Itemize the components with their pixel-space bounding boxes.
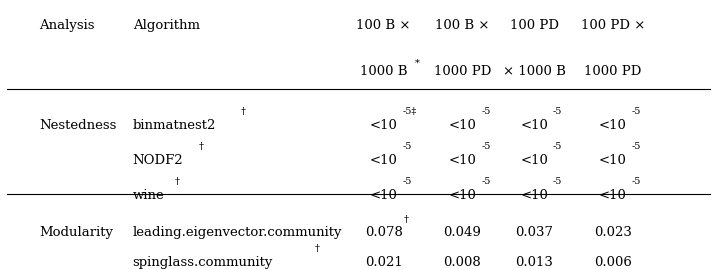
Text: -5: -5 <box>481 142 490 151</box>
Text: <10: <10 <box>521 119 548 132</box>
Text: 0.023: 0.023 <box>594 226 632 239</box>
Text: binmatnest2: binmatnest2 <box>133 119 216 132</box>
Text: †: † <box>241 107 246 116</box>
Text: <10: <10 <box>370 119 397 132</box>
Text: 0.006: 0.006 <box>594 256 632 269</box>
Text: × 1000 B: × 1000 B <box>503 65 566 77</box>
Text: †: † <box>404 215 409 224</box>
Text: <10: <10 <box>449 119 476 132</box>
Text: <10: <10 <box>370 189 397 201</box>
Text: <10: <10 <box>599 189 627 201</box>
Text: Nestedness: Nestedness <box>39 119 117 132</box>
Text: -5: -5 <box>402 142 412 151</box>
Text: -5: -5 <box>481 177 490 186</box>
Text: -5: -5 <box>402 177 412 186</box>
Text: -5: -5 <box>632 107 641 116</box>
Text: Modularity: Modularity <box>39 226 113 239</box>
Text: †: † <box>174 177 179 186</box>
Text: 0.013: 0.013 <box>516 256 553 269</box>
Text: 1000 PD: 1000 PD <box>584 65 642 77</box>
Text: wine: wine <box>133 189 164 201</box>
Text: <10: <10 <box>449 189 476 201</box>
Text: 0.008: 0.008 <box>444 256 481 269</box>
Text: -5: -5 <box>632 177 641 186</box>
Text: -5: -5 <box>481 107 490 116</box>
Text: -5: -5 <box>553 142 562 151</box>
Text: NODF2: NODF2 <box>133 154 184 167</box>
Text: 100 B ×: 100 B × <box>435 19 490 32</box>
Text: 0.049: 0.049 <box>444 226 481 239</box>
Text: spinglass.community: spinglass.community <box>133 256 273 269</box>
Text: 0.021: 0.021 <box>365 256 402 269</box>
Text: 0.078: 0.078 <box>365 226 402 239</box>
Text: 1000 PD: 1000 PD <box>434 65 491 77</box>
Text: 100 B ×: 100 B × <box>356 19 411 32</box>
Text: Algorithm: Algorithm <box>133 19 199 32</box>
Text: 0.037: 0.037 <box>516 226 553 239</box>
Text: 100 PD: 100 PD <box>510 19 559 32</box>
Text: -5: -5 <box>632 142 641 151</box>
Text: 1000 B: 1000 B <box>360 65 407 77</box>
Text: <10: <10 <box>521 189 548 201</box>
Text: *: * <box>415 59 420 68</box>
Text: 100 PD ×: 100 PD × <box>581 19 645 32</box>
Text: <10: <10 <box>449 154 476 167</box>
Text: Analysis: Analysis <box>39 19 95 32</box>
Text: -5: -5 <box>553 177 562 186</box>
Text: <10: <10 <box>599 154 627 167</box>
Text: †: † <box>315 244 320 253</box>
Text: †: † <box>199 142 204 151</box>
Text: -5: -5 <box>553 107 562 116</box>
Text: <10: <10 <box>370 154 397 167</box>
Text: leading.eigenvector.community: leading.eigenvector.community <box>133 226 342 239</box>
Text: -5‡: -5‡ <box>402 107 417 116</box>
Text: <10: <10 <box>599 119 627 132</box>
Text: <10: <10 <box>521 154 548 167</box>
